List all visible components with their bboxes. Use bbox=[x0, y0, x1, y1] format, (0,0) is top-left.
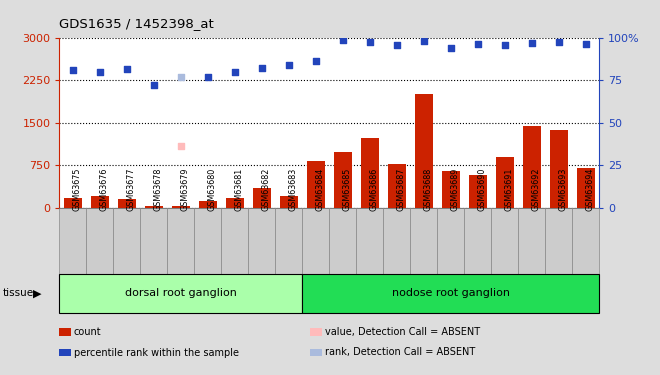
Bar bbox=[226, 198, 244, 208]
Bar bbox=[415, 94, 432, 208]
Text: GSM63687: GSM63687 bbox=[397, 168, 406, 211]
Bar bbox=[280, 196, 298, 208]
Point bbox=[311, 58, 321, 64]
Text: rank, Detection Call = ABSENT: rank, Detection Call = ABSENT bbox=[325, 348, 475, 357]
Text: GSM63678: GSM63678 bbox=[154, 168, 163, 211]
Text: GSM63675: GSM63675 bbox=[73, 168, 82, 211]
Text: GSM63676: GSM63676 bbox=[100, 168, 109, 211]
Bar bbox=[168, 208, 194, 274]
Point bbox=[148, 82, 159, 88]
Text: GSM63686: GSM63686 bbox=[370, 168, 379, 211]
Bar bbox=[361, 138, 379, 208]
Point bbox=[121, 66, 132, 72]
Bar bbox=[496, 157, 513, 208]
Bar bbox=[577, 168, 595, 208]
Bar bbox=[114, 208, 141, 274]
Point bbox=[446, 45, 456, 51]
Text: nodose root ganglion: nodose root ganglion bbox=[392, 288, 510, 298]
Point bbox=[337, 37, 348, 43]
Point bbox=[527, 40, 537, 46]
Bar bbox=[491, 208, 518, 274]
Bar bbox=[545, 208, 572, 274]
Point bbox=[554, 39, 564, 45]
Bar bbox=[329, 208, 356, 274]
Bar bbox=[302, 208, 329, 274]
Bar bbox=[248, 208, 275, 274]
Text: GSM63681: GSM63681 bbox=[235, 168, 244, 211]
Text: GSM63680: GSM63680 bbox=[208, 168, 217, 211]
Bar bbox=[383, 208, 411, 274]
Bar bbox=[523, 126, 541, 208]
Point bbox=[94, 69, 105, 75]
Bar bbox=[438, 208, 465, 274]
Bar bbox=[518, 208, 545, 274]
Text: value, Detection Call = ABSENT: value, Detection Call = ABSENT bbox=[325, 327, 480, 337]
Text: dorsal root ganglion: dorsal root ganglion bbox=[125, 288, 237, 298]
Bar bbox=[86, 208, 114, 274]
Text: GSM63685: GSM63685 bbox=[343, 168, 352, 211]
Bar bbox=[253, 188, 271, 208]
Text: tissue: tissue bbox=[3, 288, 34, 298]
Text: GSM63677: GSM63677 bbox=[127, 168, 136, 211]
Text: percentile rank within the sample: percentile rank within the sample bbox=[74, 348, 239, 357]
Bar bbox=[307, 162, 325, 208]
Bar bbox=[334, 152, 352, 208]
Bar bbox=[550, 130, 568, 208]
Text: GSM63693: GSM63693 bbox=[559, 168, 568, 211]
Point bbox=[67, 67, 78, 73]
Point bbox=[257, 64, 267, 70]
Bar bbox=[302, 274, 599, 313]
Bar bbox=[221, 208, 248, 274]
Point bbox=[581, 41, 591, 47]
Point bbox=[176, 142, 186, 148]
Point bbox=[230, 69, 240, 75]
Bar bbox=[572, 208, 599, 274]
Text: GSM63691: GSM63691 bbox=[505, 168, 513, 211]
Text: ▶: ▶ bbox=[33, 288, 42, 298]
Text: GSM63684: GSM63684 bbox=[316, 168, 325, 211]
Text: GSM63688: GSM63688 bbox=[424, 168, 433, 211]
Bar bbox=[199, 201, 216, 208]
Text: GSM63682: GSM63682 bbox=[262, 168, 271, 211]
Text: GSM63692: GSM63692 bbox=[532, 168, 541, 211]
Bar bbox=[91, 196, 109, 208]
Point bbox=[391, 42, 402, 48]
Bar bbox=[356, 208, 383, 274]
Point bbox=[473, 41, 483, 47]
Bar bbox=[59, 208, 86, 274]
Bar bbox=[118, 199, 136, 208]
Bar bbox=[194, 208, 221, 274]
Point bbox=[418, 38, 429, 44]
Bar bbox=[464, 208, 491, 274]
Bar bbox=[442, 171, 459, 208]
Bar bbox=[411, 208, 438, 274]
Text: GDS1635 / 1452398_at: GDS1635 / 1452398_at bbox=[59, 17, 214, 30]
Text: count: count bbox=[74, 327, 102, 337]
Bar bbox=[145, 206, 162, 208]
Point bbox=[364, 39, 375, 45]
Text: GSM63690: GSM63690 bbox=[478, 168, 487, 211]
Text: GSM63689: GSM63689 bbox=[451, 168, 460, 211]
Bar bbox=[59, 274, 302, 313]
Bar bbox=[141, 208, 168, 274]
Text: GSM63694: GSM63694 bbox=[586, 168, 595, 211]
Text: GSM63679: GSM63679 bbox=[181, 168, 190, 211]
Point bbox=[284, 62, 294, 68]
Point bbox=[176, 74, 186, 80]
Bar bbox=[388, 164, 406, 208]
Bar bbox=[172, 206, 189, 208]
Bar bbox=[64, 198, 82, 208]
Bar bbox=[275, 208, 302, 274]
Text: GSM63683: GSM63683 bbox=[289, 168, 298, 211]
Point bbox=[203, 74, 213, 80]
Point bbox=[500, 42, 510, 48]
Bar bbox=[469, 175, 486, 208]
